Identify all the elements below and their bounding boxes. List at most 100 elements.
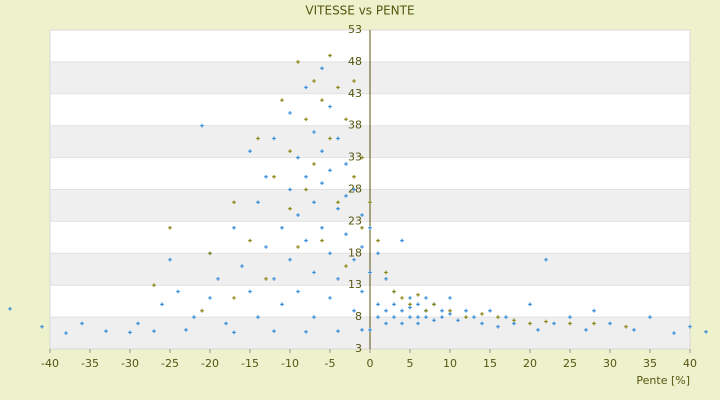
scatter-point xyxy=(304,117,308,122)
scatter-point xyxy=(528,302,532,307)
scatter-point xyxy=(128,330,132,335)
scatter-point xyxy=(320,181,324,185)
scatter-point xyxy=(384,270,388,275)
scatter-point xyxy=(496,324,500,329)
scatter-point xyxy=(368,200,372,205)
scatter-point xyxy=(352,79,356,83)
scatter-point xyxy=(232,296,236,300)
x-tick-label: 40 xyxy=(683,357,697,370)
y-tick-label: 53 xyxy=(348,23,362,36)
scatter-point xyxy=(232,330,236,335)
scatter-point xyxy=(64,331,68,335)
scatter-point xyxy=(272,136,276,141)
x-tick-label: 30 xyxy=(603,357,617,370)
scatter-point xyxy=(280,225,284,230)
scatter-point xyxy=(464,308,468,313)
scatter-point xyxy=(480,312,484,316)
y-tick-label: 48 xyxy=(348,55,362,68)
scatter-point xyxy=(328,296,332,300)
scatter-point xyxy=(216,277,220,281)
scatter-point xyxy=(408,302,412,307)
scatter-point xyxy=(360,245,364,249)
scatter-point xyxy=(544,257,548,262)
scatter-point xyxy=(336,206,340,211)
scatter-point xyxy=(416,315,420,319)
scatter-point xyxy=(480,321,484,326)
scatter-point xyxy=(352,174,356,179)
scatter-point xyxy=(40,324,44,329)
scatter-point xyxy=(232,200,236,205)
scatter-point xyxy=(344,232,348,236)
y-tick-label: 8 xyxy=(355,310,362,323)
chart-title: VITESSE vs PENTE xyxy=(305,4,414,18)
scatter-point xyxy=(272,277,276,281)
scatter-point xyxy=(392,315,396,319)
scatter-point xyxy=(328,136,332,141)
scatter-point xyxy=(280,98,284,102)
scatter-point xyxy=(392,302,396,307)
scatter-point xyxy=(368,270,372,275)
scatter-point xyxy=(608,321,612,326)
scatter-point xyxy=(408,296,412,300)
scatter-point xyxy=(264,174,268,179)
scatter-point xyxy=(304,238,308,243)
scatter-point xyxy=(344,117,348,122)
scatter-point xyxy=(424,308,428,313)
scatter-point xyxy=(176,289,180,294)
scatter-point xyxy=(320,238,324,243)
x-axis-label: Pente [%] xyxy=(636,374,690,387)
x-tick-label: 10 xyxy=(443,357,457,370)
scatter-point xyxy=(688,324,692,329)
scatter-point xyxy=(152,329,156,333)
scatter-point xyxy=(368,328,372,332)
scatter-point xyxy=(320,149,324,154)
y-tick-label: 33 xyxy=(348,151,362,164)
scatter-point xyxy=(432,302,436,307)
scatter-point xyxy=(312,162,316,166)
scatter-point xyxy=(248,289,252,294)
scatter-point xyxy=(424,296,428,300)
scatter-point xyxy=(208,251,212,256)
scatter-point xyxy=(312,79,316,83)
scatter-point xyxy=(200,308,204,313)
y-tick-label: 38 xyxy=(348,119,362,132)
scatter-point xyxy=(392,289,396,294)
scatter-point xyxy=(256,136,260,141)
scatter-point xyxy=(408,315,412,319)
scatter-point xyxy=(648,315,652,319)
scatter-point xyxy=(400,296,404,300)
scatter-point xyxy=(360,289,364,294)
scatter-point xyxy=(336,200,340,205)
scatter-point xyxy=(544,319,548,324)
x-tick-label: 35 xyxy=(643,357,657,370)
scatter-point xyxy=(536,328,540,332)
scatter-point xyxy=(152,283,156,287)
scatter-point xyxy=(328,168,332,173)
x-tick-label: -35 xyxy=(81,357,99,370)
scatter-point xyxy=(464,315,468,319)
scatter-point xyxy=(312,200,316,205)
scatter-point xyxy=(624,324,628,329)
scatter-point xyxy=(456,318,460,323)
x-tick-label: 5 xyxy=(407,357,414,370)
scatter-point xyxy=(208,296,212,300)
scatter-point xyxy=(344,264,348,268)
scatter-point xyxy=(496,315,500,319)
scatter-point xyxy=(192,315,196,319)
x-tick-label: -20 xyxy=(201,357,219,370)
scatter-point xyxy=(296,213,300,217)
scatter-point xyxy=(248,238,252,243)
scatter-point xyxy=(552,321,556,326)
scatter-point xyxy=(336,329,340,333)
scatter-point xyxy=(408,305,412,310)
scatter-point xyxy=(352,187,356,192)
scatter-point xyxy=(632,328,636,332)
scatter-point xyxy=(368,225,372,230)
scatter-point xyxy=(264,245,268,249)
scatter-point xyxy=(512,321,516,326)
scatter-point xyxy=(280,302,284,307)
y-tick-label: 28 xyxy=(348,183,362,196)
scatter-point xyxy=(400,238,404,243)
scatter-point xyxy=(80,321,84,326)
scatter-point xyxy=(312,130,316,134)
